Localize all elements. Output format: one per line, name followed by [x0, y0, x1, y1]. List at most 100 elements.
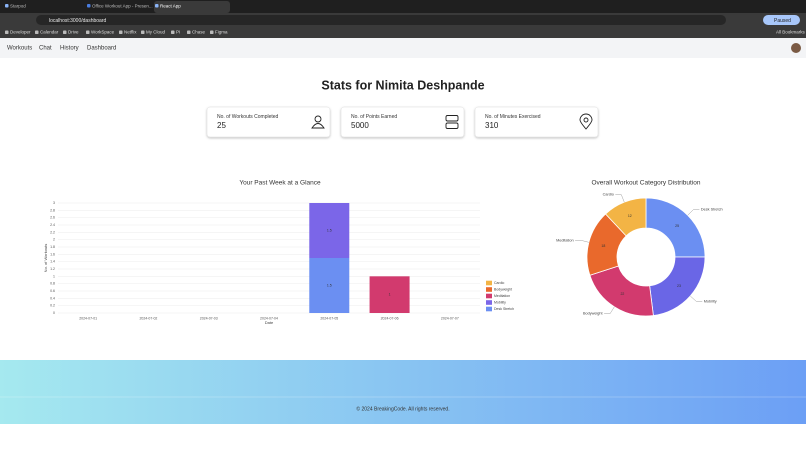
profile[interactable]: Paused: [774, 18, 791, 24]
slice-value-label: 23: [677, 284, 681, 288]
legend-label: Mobility: [494, 300, 506, 304]
avatar[interactable]: [791, 43, 801, 53]
bookmark[interactable]: Chase: [192, 30, 206, 35]
footer-text: © 2024 BreakingCode. All rights reserved…: [356, 405, 449, 412]
bookmark[interactable]: Developer: [10, 30, 31, 35]
bookmark-icon[interactable]: [35, 30, 39, 35]
bar-value-label: 1.5: [327, 283, 332, 287]
stat-icon: [311, 123, 325, 129]
bookmark[interactable]: PI: [176, 30, 180, 35]
profile-pill[interactable]: [763, 15, 800, 25]
tab-icon[interactable]: [5, 4, 9, 8]
y-tick-label: 0: [53, 311, 55, 315]
slice-label: Mobility: [704, 299, 717, 303]
legend-swatch: [486, 300, 492, 305]
leader-line: [690, 295, 703, 302]
x-tick-label: 2024-07-07: [441, 316, 459, 320]
legend-swatch: [486, 306, 492, 312]
stat-icon: [445, 115, 459, 122]
y-tick-label: 3: [53, 201, 55, 205]
chart-title: Overall Workout Category Distribution: [592, 180, 701, 187]
slice-label: Cardio: [603, 193, 614, 197]
bookmark[interactable]: Netflix: [124, 30, 137, 35]
bookmark-icon[interactable]: [5, 30, 9, 35]
y-tick-label: 0.6: [50, 289, 55, 293]
legend-label: Cardio: [494, 281, 504, 285]
bookmarks-bar: [0, 27, 806, 38]
stat-card: [206, 106, 331, 138]
y-tick-label: 0.2: [50, 304, 55, 308]
slice-label: Desk Stretch: [701, 208, 723, 212]
nav-link[interactable]: Workouts: [7, 46, 32, 52]
bar-value-label: 1.5: [327, 228, 332, 232]
bookmark[interactable]: Calendar: [40, 30, 59, 35]
y-tick-label: 1.4: [50, 260, 55, 264]
active-tab: [154, 1, 230, 13]
stat-value: 310: [485, 121, 499, 130]
y-tick-label: 2: [53, 238, 55, 242]
y-axis-label: No. of Workouts: [43, 244, 48, 273]
y-tick-label: 0.8: [50, 282, 55, 286]
footer: [0, 360, 806, 424]
slice-label: Meditation: [556, 238, 574, 242]
stat-icon: [445, 122, 459, 129]
bar-segment: [369, 276, 410, 313]
bookmark-icon[interactable]: [86, 30, 90, 35]
chart-title: Your Past Week at a Glance: [239, 180, 321, 187]
tab-title[interactable]: Office Workout App - Presen...: [92, 4, 153, 9]
bookmark[interactable]: My Cloud: [146, 30, 166, 35]
bookmark[interactable]: Figma: [215, 30, 228, 35]
bookmark-icon[interactable]: [119, 30, 123, 35]
stat-label: No. of Points Earned: [351, 114, 397, 120]
bookmark-icon[interactable]: [141, 30, 145, 35]
leader-line: [604, 306, 615, 314]
bar-segment: [309, 258, 350, 313]
bookmark-icon[interactable]: [187, 30, 191, 35]
stat-label: No. of Minutes Exercised: [485, 114, 541, 120]
bookmark[interactable]: WorkSpace: [91, 30, 115, 35]
y-tick-label: 2.6: [50, 216, 55, 220]
slice-value-label: 18: [601, 244, 605, 248]
donut-slice: [605, 197, 647, 237]
bookmark-icon[interactable]: [63, 30, 67, 35]
all-bookmarks[interactable]: All Bookmarks: [776, 30, 806, 35]
y-tick-label: 2.4: [50, 223, 55, 227]
page-title: Stats for Nimita Deshpande: [321, 78, 484, 92]
bar-value-label: 1: [389, 293, 391, 297]
slice-label: Bodyweight: [583, 312, 604, 316]
slice-value-label: 22: [620, 292, 624, 296]
bookmark-icon[interactable]: [210, 30, 214, 35]
x-axis-label: Date: [265, 320, 274, 325]
x-tick-label: 2024-07-01: [79, 316, 97, 320]
stat-card: [474, 106, 599, 138]
legend-swatch: [486, 280, 492, 286]
bookmark[interactable]: Drive: [68, 30, 79, 35]
nav-link[interactable]: History: [60, 46, 79, 52]
url[interactable]: localhost:3000/dashboard: [49, 18, 106, 24]
y-tick-label: 1.2: [50, 267, 55, 271]
stat-icon: [314, 115, 322, 123]
stat-value: 25: [217, 121, 226, 130]
legend-swatch: [486, 293, 492, 299]
legend-label: Bodyweight: [494, 287, 512, 291]
slice-value-label: 25: [675, 224, 679, 228]
tab-icon[interactable]: [155, 4, 159, 8]
nav-link[interactable]: Chat: [39, 46, 52, 52]
tab-icon[interactable]: [87, 4, 91, 8]
legend-label: Desk Stretch: [494, 307, 514, 311]
y-tick-label: 1.8: [50, 245, 55, 249]
slice-value-label: 12: [628, 214, 632, 218]
tab-title[interactable]: React App: [160, 4, 181, 9]
stat-icon: [583, 117, 589, 123]
y-tick-label: 0.4: [50, 296, 55, 300]
leader-line: [575, 240, 589, 243]
x-tick-label: 2024-07-03: [200, 316, 218, 320]
x-tick-label: 2024-07-04: [260, 316, 278, 320]
tab-title[interactable]: Starpod: [10, 4, 26, 9]
bookmark-icon[interactable]: [171, 30, 175, 35]
legend-swatch: [486, 287, 492, 292]
nav-link[interactable]: Dashboard: [87, 46, 116, 52]
legend-label: Meditation: [494, 294, 510, 298]
